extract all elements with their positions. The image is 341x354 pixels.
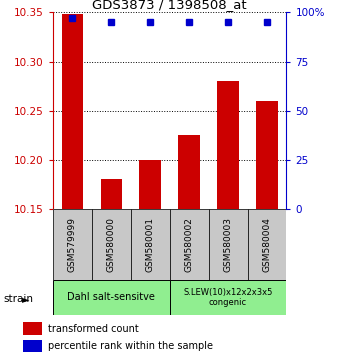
Bar	[23, 322, 42, 335]
Text: S.LEW(10)x12x2x3x5
congenic: S.LEW(10)x12x2x3x5 congenic	[183, 288, 273, 307]
Bar	[248, 209, 286, 280]
Text: strain: strain	[3, 294, 33, 304]
Text: GSM580001: GSM580001	[146, 217, 155, 272]
Bar	[101, 179, 122, 209]
Text: GSM580000: GSM580000	[107, 217, 116, 272]
Bar	[53, 209, 92, 280]
Bar	[169, 280, 286, 315]
Text: transformed count: transformed count	[48, 324, 139, 333]
Text: ►: ►	[22, 294, 30, 304]
Text: percentile rank within the sample: percentile rank within the sample	[48, 341, 213, 351]
Bar	[169, 209, 209, 280]
Text: Dahl salt-sensitve: Dahl salt-sensitve	[67, 292, 155, 302]
Bar	[92, 209, 131, 280]
Text: GSM580004: GSM580004	[263, 217, 271, 272]
Text: GSM579999: GSM579999	[68, 217, 77, 272]
Bar	[62, 15, 83, 209]
Title: GDS3873 / 1398508_at: GDS3873 / 1398508_at	[92, 0, 247, 11]
Bar	[131, 209, 169, 280]
Text: GSM580002: GSM580002	[184, 217, 194, 272]
Bar	[209, 209, 248, 280]
Bar	[139, 160, 161, 209]
Bar	[53, 280, 169, 315]
Text: GSM580003: GSM580003	[224, 217, 233, 272]
Bar	[256, 101, 278, 209]
Bar	[178, 135, 200, 209]
Bar	[23, 340, 42, 352]
Bar	[217, 81, 239, 209]
